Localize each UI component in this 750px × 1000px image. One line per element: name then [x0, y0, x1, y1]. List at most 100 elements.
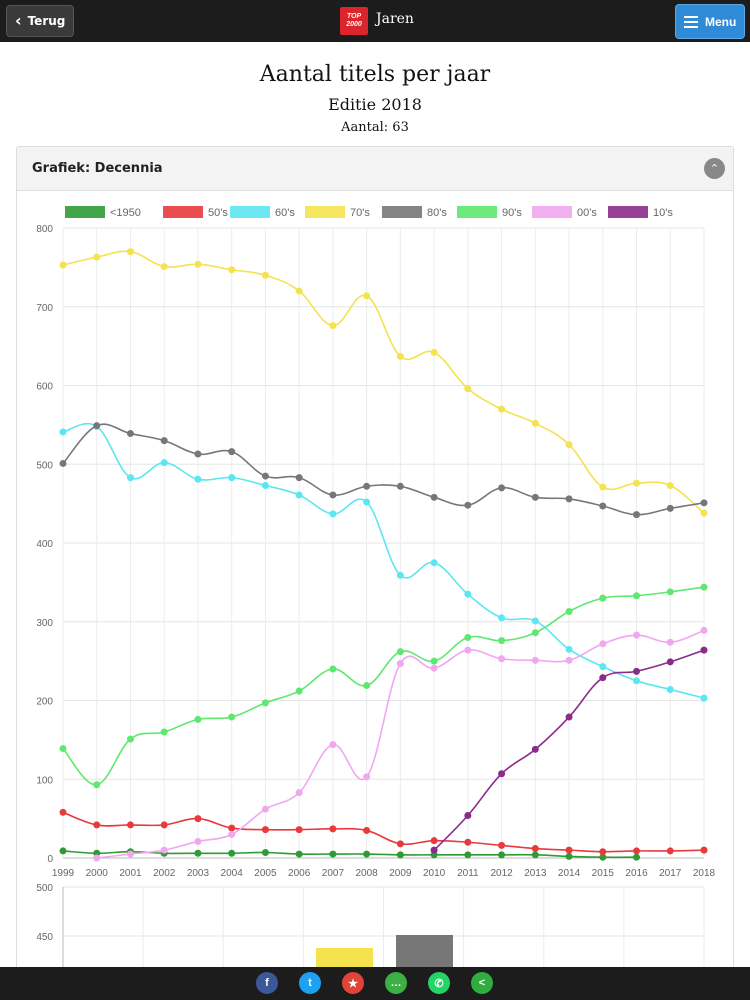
hamburger-icon — [684, 15, 698, 28]
twitter-share-button[interactable]: t — [299, 972, 321, 994]
whatsapp-share-button[interactable]: ✆ — [428, 972, 450, 994]
x-tick-label: 2016 — [625, 868, 648, 879]
menu-button[interactable]: Menu — [675, 4, 745, 39]
series-line — [62, 811, 705, 853]
data-point — [194, 849, 202, 857]
bar-y-tick-label: 450 — [36, 932, 53, 943]
back-button[interactable]: ‹ Terug — [6, 5, 74, 37]
chart-panel: Grafiek: Decennia ⌃ — [16, 146, 734, 976]
data-point — [599, 663, 607, 671]
data-point — [228, 474, 236, 482]
data-point — [59, 808, 67, 816]
data-point — [396, 482, 404, 490]
data-point — [430, 657, 438, 665]
data-point — [194, 450, 202, 458]
x-tick-label: 2011 — [457, 868, 479, 879]
chevron-left-icon: ‹ — [15, 11, 22, 30]
data-point — [194, 837, 202, 845]
data-point — [599, 502, 607, 510]
data-point — [464, 646, 472, 654]
data-point — [430, 493, 438, 501]
data-point — [531, 845, 539, 853]
data-point — [633, 853, 641, 861]
data-point — [363, 498, 371, 506]
data-point — [464, 501, 472, 509]
data-point — [363, 850, 371, 858]
data-point — [329, 322, 337, 330]
legend-swatch — [163, 206, 203, 218]
collapse-icon[interactable]: ⌃ — [704, 158, 725, 179]
data-point — [464, 811, 472, 819]
x-tick-label: 2009 — [389, 868, 412, 879]
data-point — [194, 260, 202, 268]
data-point — [464, 851, 472, 859]
series-line — [62, 250, 705, 514]
data-point — [498, 614, 506, 622]
legend-swatch — [305, 206, 345, 218]
data-point — [633, 631, 641, 639]
data-point — [261, 482, 269, 490]
data-point — [295, 789, 303, 797]
legend-swatch — [230, 206, 270, 218]
x-tick-label: 2007 — [322, 868, 345, 879]
panel-title: Grafiek: Decennia — [32, 161, 163, 176]
data-point — [363, 292, 371, 300]
data-point — [363, 826, 371, 834]
data-point — [261, 699, 269, 707]
data-point — [93, 854, 101, 862]
data-point — [700, 646, 708, 654]
data-point — [396, 851, 404, 859]
y-tick-label: 200 — [36, 697, 53, 708]
tag-share-button[interactable]: ★ — [342, 972, 364, 994]
x-tick-label: 1999 — [52, 868, 75, 879]
data-point — [700, 846, 708, 854]
data-point — [666, 685, 674, 693]
x-tick-label: 2003 — [187, 868, 210, 879]
bar-70s — [316, 948, 373, 967]
x-tick-label: 2005 — [254, 868, 277, 879]
data-point — [93, 253, 101, 261]
x-tick-label: 2001 — [119, 868, 142, 879]
x-tick-label: 2000 — [86, 868, 109, 879]
data-point — [160, 459, 168, 467]
x-tick-label: 2015 — [592, 868, 615, 879]
data-point — [565, 656, 573, 664]
data-point — [666, 504, 674, 512]
data-point — [261, 826, 269, 834]
data-point — [531, 493, 539, 501]
data-point — [329, 850, 337, 858]
data-point — [464, 634, 472, 641]
data-point — [295, 491, 303, 499]
data-point — [396, 648, 404, 656]
data-point — [228, 830, 236, 838]
facebook-share-button[interactable]: f — [256, 972, 278, 994]
legend-label: 00's — [577, 207, 597, 219]
series-line — [62, 586, 705, 786]
legend-swatch — [608, 206, 648, 218]
data-point — [59, 428, 67, 436]
data-point — [430, 837, 438, 845]
share-share-button[interactable]: < — [471, 972, 493, 994]
data-point — [126, 821, 134, 829]
data-point — [430, 348, 438, 356]
data-point — [666, 588, 674, 596]
data-point — [498, 655, 506, 663]
whatsapp-icon: ✆ — [434, 977, 444, 990]
y-tick-label: 100 — [36, 775, 53, 786]
y-tick-label: 0 — [47, 854, 53, 865]
data-point — [565, 441, 573, 449]
x-tick-label: 2012 — [490, 868, 513, 879]
x-tick-label: 2010 — [423, 868, 446, 879]
legend-label: 10's — [653, 207, 673, 219]
y-tick-label: 800 — [36, 224, 53, 235]
panel-header[interactable]: Grafiek: Decennia ⌃ — [17, 147, 733, 191]
data-point — [59, 745, 67, 753]
legend-label: <1950 — [110, 207, 141, 219]
data-point — [599, 483, 607, 491]
data-point — [464, 838, 472, 846]
data-point — [498, 484, 506, 492]
data-point — [228, 448, 236, 456]
data-point — [295, 850, 303, 858]
message-share-button[interactable]: … — [385, 972, 407, 994]
y-tick-label: 500 — [36, 460, 53, 471]
